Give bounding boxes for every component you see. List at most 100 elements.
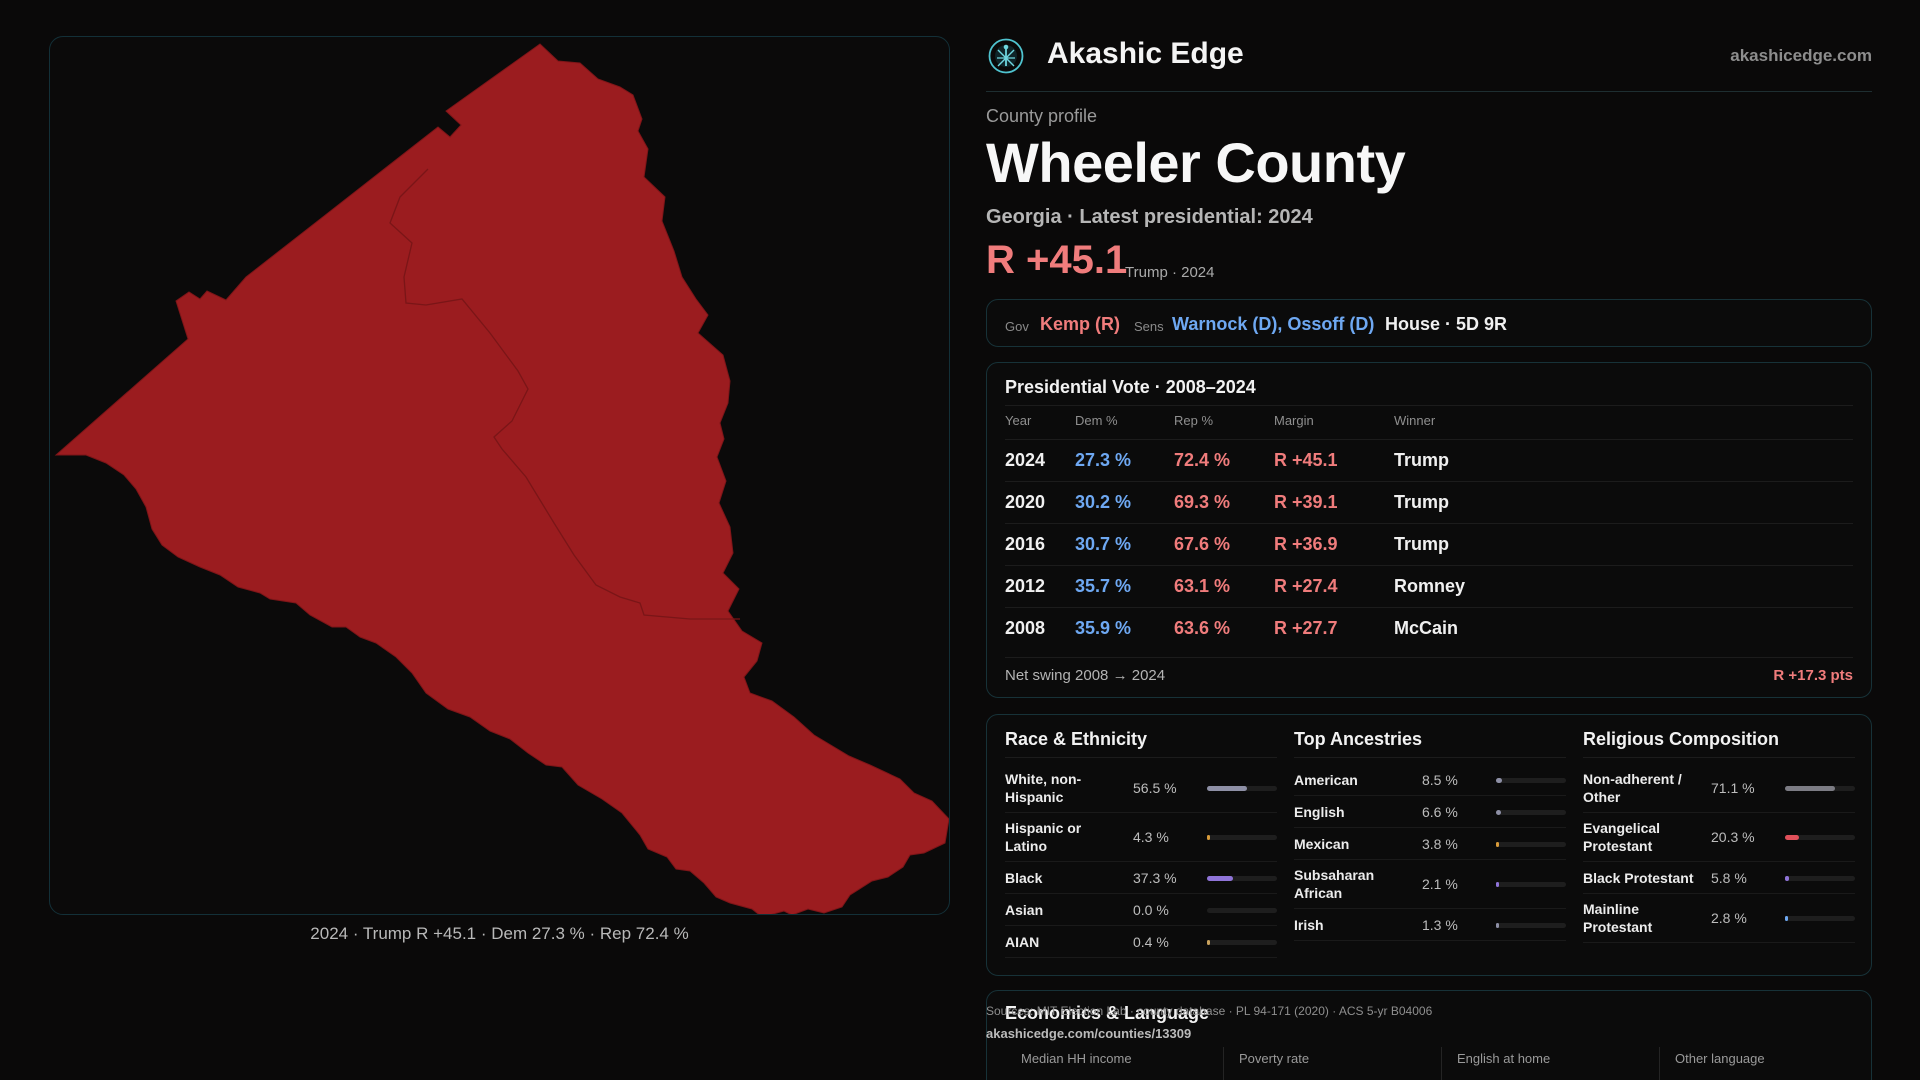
demographic-label: American	[1294, 771, 1358, 788]
section-divider	[1294, 757, 1566, 758]
demographic-value: 56.5 %	[1133, 780, 1177, 796]
list-item: Subsaharan African 2.1 %	[1294, 861, 1566, 909]
religious-composition-title: Religious Composition	[1583, 729, 1779, 749]
demographic-label: Hispanic or Latino	[1005, 820, 1082, 854]
votes-title-divider	[1005, 405, 1853, 406]
demographic-value: 0.0 %	[1133, 901, 1169, 918]
vote-cell-dem: 35.9 %	[1075, 618, 1132, 638]
demographic-value: 2.1 %	[1422, 876, 1458, 892]
demographic-label: Irish	[1294, 916, 1324, 933]
table-row[interactable]: 2024 27.3 % 72.4 % R +45.1 Trump	[1005, 439, 1853, 481]
col-header-year: Year	[1005, 413, 1032, 428]
table-row[interactable]: 2016 30.7 % 67.6 % R +36.9 Trump	[1005, 523, 1853, 565]
sens-label: Sens	[1134, 319, 1164, 334]
share-bar-track	[1496, 777, 1566, 783]
site-url-link[interactable]: akashicedge.com	[1730, 46, 1872, 65]
race-ethnicity-title: Race & Ethnicity	[1005, 729, 1148, 749]
share-bar-track	[1207, 875, 1277, 881]
demographic-value: 37.3 %	[1133, 869, 1177, 886]
vote-cell-winner: Trump	[1394, 450, 1450, 470]
profile-url-link[interactable]: akashicedge.com/counties/13309	[986, 1026, 1192, 1041]
vote-cell-margin: R +27.7	[1274, 618, 1338, 638]
demographic-value: 8.5 %	[1422, 771, 1458, 788]
table-row[interactable]: 2008 35.9 % 63.6 % R +27.7 McCain	[1005, 607, 1853, 649]
demographic-value: 5.8 %	[1711, 869, 1747, 886]
vote-cell-dem: 30.2 %	[1075, 492, 1132, 512]
demographic-label: Asian	[1005, 901, 1044, 918]
site-header: Akashic Edge akashicedge.com	[986, 36, 1872, 92]
col-header-margin: Margin	[1274, 413, 1314, 428]
vote-cell-year: 2020	[1005, 492, 1046, 512]
share-bar-fill	[1496, 922, 1499, 928]
vote-cell-rep: 67.6 %	[1174, 534, 1231, 554]
share-bar-fill	[1496, 841, 1499, 847]
internal-boundary-line	[389, 168, 740, 620]
col-header-dem: Dem %	[1075, 413, 1118, 428]
akashic-edge-logo-icon[interactable]	[988, 38, 1024, 74]
list-item: Evangelical Protestant 20.3 %	[1583, 814, 1855, 862]
econ-divider	[1441, 1047, 1442, 1080]
col-header-winner: Winner	[1394, 413, 1436, 428]
vote-cell-margin: R +36.9	[1274, 534, 1338, 554]
vote-cell-dem: 35.7 %	[1075, 576, 1132, 596]
list-item: Hispanic or Latino 4.3 %	[1005, 814, 1277, 862]
page-title: Wheeler County	[986, 131, 1406, 194]
share-bar-fill	[1785, 786, 1835, 791]
demographic-value: 3.8 %	[1422, 835, 1458, 852]
county-map	[54, 43, 949, 915]
econ-divider	[1659, 1047, 1660, 1080]
table-row[interactable]: 2012 35.7 % 63.1 % R +27.4 Romney	[1005, 565, 1853, 607]
latest-margin-note: Trump · 2024	[1125, 264, 1215, 281]
demographic-label: Black	[1005, 869, 1043, 886]
vote-cell-rep: 69.3 %	[1174, 492, 1231, 512]
senators-value: Warnock (D), Ossoff (D)	[1172, 314, 1375, 334]
vote-cell-margin: R +27.4	[1274, 576, 1338, 596]
share-bar-track	[1207, 939, 1277, 945]
share-bar-track	[1785, 786, 1855, 791]
share-bar-fill	[1496, 882, 1499, 887]
house-delegation: House · 5D 9R	[1385, 314, 1508, 334]
top-ancestries-title: Top Ancestries	[1294, 729, 1423, 749]
list-item: Mainline Protestant 2.8 %	[1583, 895, 1855, 943]
demographic-label: Non-adherent / Other	[1583, 771, 1682, 805]
brand-name[interactable]: Akashic Edge	[1047, 37, 1244, 70]
demographic-label: Mexican	[1294, 835, 1350, 852]
vote-cell-rep: 72.4 %	[1174, 450, 1231, 470]
demographic-label: Evangelical Protestant	[1583, 820, 1661, 854]
county-map-panel[interactable]	[49, 36, 950, 915]
section-divider	[1583, 757, 1855, 758]
demographic-value: 4.3 %	[1133, 829, 1169, 845]
profile-label: County profile	[986, 106, 1098, 126]
share-bar-fill	[1207, 786, 1247, 791]
share-bar-fill	[1496, 809, 1501, 815]
net-swing-label: Net swing 2008 → 2024	[1005, 667, 1166, 684]
vote-cell-margin: R +39.1	[1274, 492, 1338, 512]
demographics-card: Race & Ethnicity White, non-Hispanic 56.5 …	[986, 714, 1872, 976]
source-note: Sources: MIT Election Lab · county datab…	[986, 1004, 1433, 1018]
vote-cell-winner: Trump	[1394, 492, 1450, 512]
demographic-value: 6.6 %	[1422, 803, 1458, 820]
share-bar-track	[1496, 882, 1566, 887]
share-bar-track	[1785, 875, 1855, 881]
vote-cell-rep: 63.6 %	[1174, 618, 1231, 638]
county-shape[interactable]	[54, 43, 949, 915]
race-ethnicity-section: Race & Ethnicity White, non-Hispanic 56.5 …	[1005, 715, 1277, 977]
vote-cell-rep: 63.1 %	[1174, 576, 1231, 596]
vote-cell-year: 2016	[1005, 534, 1046, 554]
share-bar-track	[1496, 809, 1566, 815]
demographic-label: Black Protestant	[1583, 869, 1694, 886]
vote-cell-year: 2012	[1005, 576, 1046, 596]
share-bar-fill	[1207, 939, 1210, 945]
table-row[interactable]: 2020 30.2 % 69.3 % R +39.1 Trump	[1005, 481, 1853, 523]
share-bar-fill	[1785, 916, 1788, 921]
list-item: White, non-Hispanic 56.5 %	[1005, 765, 1277, 813]
share-bar-track	[1207, 835, 1277, 840]
share-bar-fill	[1785, 875, 1789, 881]
share-bar-fill	[1496, 777, 1502, 783]
officials-card: Gov Kemp (R) Sens Warnock (D), Ossoff (D…	[986, 299, 1872, 347]
vote-cell-winner: Romney	[1394, 576, 1466, 596]
latest-margin: R +45.1	[986, 238, 1128, 282]
demographic-value: 71.1 %	[1711, 780, 1755, 796]
net-swing-value: R +17.3 pts	[1773, 667, 1853, 684]
section-divider	[1005, 757, 1277, 758]
